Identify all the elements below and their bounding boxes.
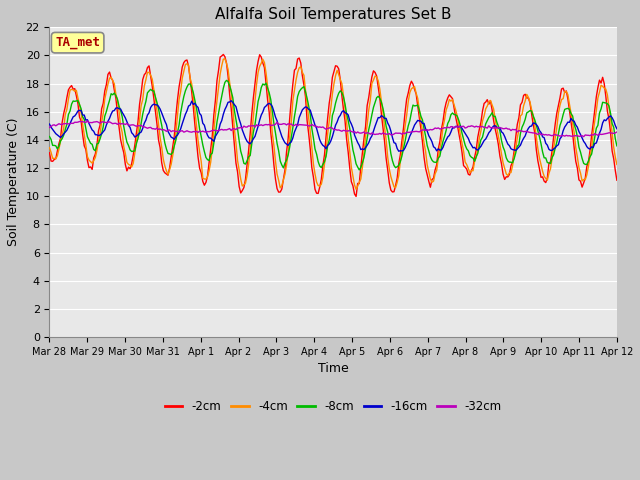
X-axis label: Time: Time: [318, 362, 349, 375]
Title: Alfalfa Soil Temperatures Set B: Alfalfa Soil Temperatures Set B: [215, 7, 451, 22]
Legend: -2cm, -4cm, -8cm, -16cm, -32cm: -2cm, -4cm, -8cm, -16cm, -32cm: [160, 396, 506, 418]
Text: TA_met: TA_met: [55, 36, 100, 49]
Y-axis label: Soil Temperature (C): Soil Temperature (C): [7, 118, 20, 246]
